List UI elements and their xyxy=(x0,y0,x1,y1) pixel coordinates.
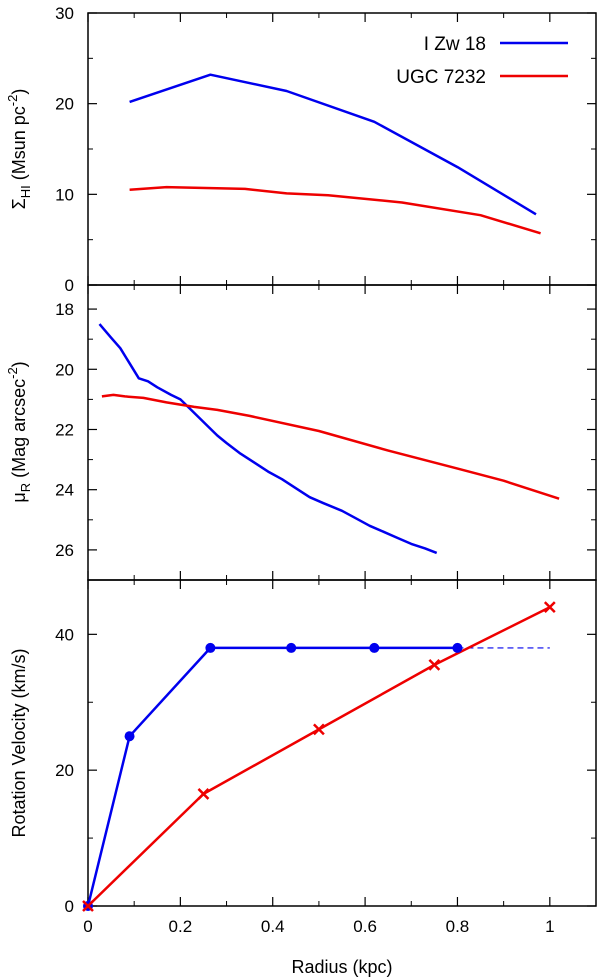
x-tick-label: 0.8 xyxy=(446,917,470,936)
tick-marks xyxy=(87,580,597,907)
y-axis-title-sup: -2 xyxy=(5,367,20,379)
data-point-cross xyxy=(82,900,94,912)
series-lines xyxy=(98,323,560,555)
y-axis-title-close: ) xyxy=(9,361,29,367)
y-tick-label: 0 xyxy=(65,276,74,295)
data-point-circle xyxy=(286,642,297,653)
y-tick-label: 0 xyxy=(65,897,74,916)
series-line-ugc7232 xyxy=(101,393,560,500)
y-tick-label: 18 xyxy=(55,300,74,319)
y-tick-label: 26 xyxy=(55,541,74,560)
x-tick-label: 0.4 xyxy=(261,917,285,936)
y-axis-title: μR (Mag arcsec-2) xyxy=(5,361,33,502)
panel-hi-surface-density: 0 10 20 30 ΣHI (Msun pc-2) I Zw 18 UGC 7232 xyxy=(5,4,597,295)
legend: I Zw 18 UGC 7232 xyxy=(396,34,568,88)
data-point-cross xyxy=(543,601,556,614)
y-axis-title-sub: R xyxy=(18,483,33,492)
data-point-circle xyxy=(369,642,380,653)
data-point-circle xyxy=(124,731,135,742)
y-axis-title: ΣHI (Msun pc-2) xyxy=(5,89,33,210)
y-tick-label: 22 xyxy=(55,420,74,439)
y-axis-title-rest: (Msun pc xyxy=(9,106,29,185)
y-axis-title-main: μ xyxy=(9,492,29,502)
panel-surface-brightness: 18 20 22 24 26 μR (Mag arcsec-2) xyxy=(5,284,597,581)
data-point-circle xyxy=(205,642,216,653)
y-axis-title-sub: HI xyxy=(18,185,33,198)
data-point-circle xyxy=(452,642,463,653)
y-axis-title-sup: -2 xyxy=(5,95,20,107)
series-markers xyxy=(82,601,556,912)
data-point-cross xyxy=(197,788,210,800)
y-tick-labels: 0 10 20 30 xyxy=(55,4,74,295)
series-lines xyxy=(129,73,541,235)
y-axis-title: Rotation Velocity (km/s) xyxy=(9,648,29,837)
y-tick-labels: 18 20 22 24 26 xyxy=(55,300,74,560)
x-tick-label: 0.2 xyxy=(169,917,193,936)
series-line-izw18 xyxy=(98,323,438,555)
tick-marks xyxy=(87,12,597,286)
tick-marks xyxy=(87,285,597,581)
legend-label-ugc7232: UGC 7232 xyxy=(396,67,486,88)
x-tick-label: 1 xyxy=(545,917,554,936)
y-tick-label: 20 xyxy=(55,360,74,379)
series-line-izw18 xyxy=(86,646,458,907)
series-line-izw18 xyxy=(129,73,537,216)
panel-rotation-velocity: 0 20 40 0 0.2 0.4 0.6 0.8 1 Rotation Velocity (… xyxy=(9,579,597,977)
y-axis-title-main: Σ xyxy=(9,198,29,209)
x-tick-label: 0 xyxy=(83,917,92,936)
y-tick-label: 20 xyxy=(55,761,74,780)
plot-frame xyxy=(87,284,597,581)
y-tick-labels: 0 20 40 xyxy=(55,625,74,916)
legend-label-izw18: I Zw 18 xyxy=(424,34,486,55)
series-line-ugc7232 xyxy=(129,185,541,235)
series-lines xyxy=(86,606,551,907)
data-point-cross xyxy=(313,723,325,736)
x-tick-labels: 0 0.2 0.4 0.6 0.8 1 xyxy=(83,917,554,936)
x-tick-label: 0.6 xyxy=(353,917,377,936)
plot-frame xyxy=(87,579,597,907)
y-tick-label: 20 xyxy=(55,95,74,114)
y-axis-title-close: ) xyxy=(9,89,29,95)
y-axis-title-rest: (Mag arcsec xyxy=(9,379,29,483)
y-tick-label: 30 xyxy=(55,4,74,23)
x-axis-title: Radius (kpc) xyxy=(291,957,392,977)
y-tick-label: 40 xyxy=(55,625,74,644)
series-line-ugc7232 xyxy=(87,606,551,907)
y-tick-label: 10 xyxy=(55,185,74,204)
data-point-cross xyxy=(428,659,441,671)
plot-frame xyxy=(87,12,597,286)
y-tick-label: 24 xyxy=(55,481,74,500)
